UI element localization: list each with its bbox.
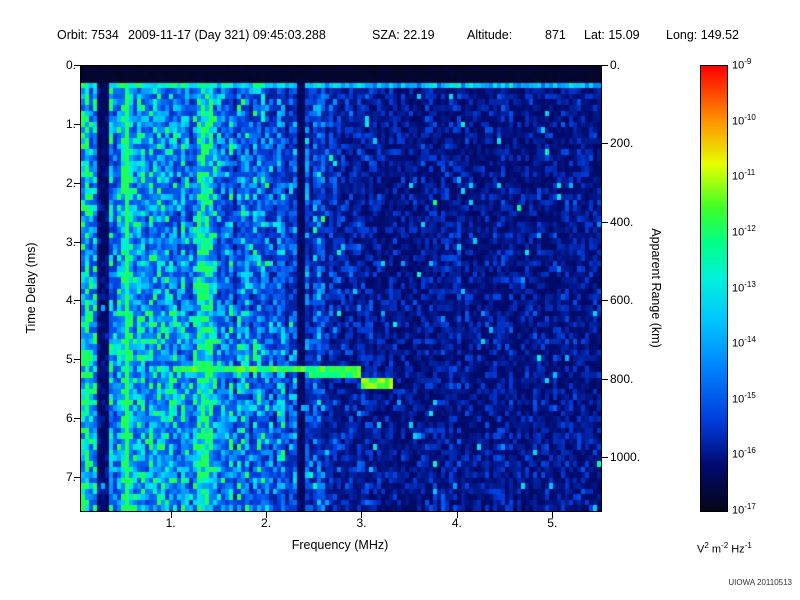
long-value: 149.52 [700,28,739,42]
y-right-tick-mark [602,300,608,302]
spectrogram-canvas [81,66,601,511]
x-axis-label: Frequency (MHz) [291,538,389,552]
lat-label: Lat: [584,28,605,42]
y-right-tick-label: 1000. [610,450,641,465]
y-right-tick-label: 200. [610,136,634,151]
y-left-tick-mark [74,477,80,479]
y-left-tick-label: 0. [65,58,76,72]
y-right-tick-label: 600. [610,293,634,308]
datetime-field: 2009-11-17 (Day 321) 09:45:03.288 [128,28,326,42]
sza-field: SZA: 22.19 [372,28,435,42]
y-right-tick-mark [602,221,608,223]
orbit-value: 7534 [91,28,119,42]
colorbar-tick-label: 10-15 [732,390,756,406]
lat-field: Lat: 15.09 [584,28,640,42]
y-right-tick-mark [602,378,608,380]
sza-value: 22.19 [403,28,435,42]
y-left-tick-mark [74,359,80,361]
x-tick-label: 5. [547,516,558,530]
altitude-label: Altitude: [467,28,513,42]
y-right-tick-mark [602,143,608,145]
header-info: Orbit: 7534 2009-11-17 (Day 321) 09:45:0… [0,28,800,44]
y-left-tick-label: 6. [65,411,76,426]
x-tick-mark [170,512,172,518]
y-right-tick-label: 0. [610,58,621,72]
colorbar-tick-label: 10-14 [732,335,756,350]
lat-value: 15.09 [608,28,640,42]
y-left-tick-label: 4. [65,293,76,308]
orbit-field: Orbit: 7534 [57,28,119,42]
x-tick-label: 2. [261,516,272,530]
colorbar-tick-label: 10-16 [732,446,756,462]
y-left-tick-label: 2. [65,175,76,190]
x-tick-mark [266,512,268,518]
orbit-label: Orbit: [57,28,88,42]
altitude-value: 871 [545,28,566,42]
colorbar-tick-label: 10-10 [732,112,756,128]
x-tick-mark [456,512,458,518]
y-left-tick-mark [74,418,80,420]
y-right-tick-mark [602,457,608,459]
y-left-tick-label: 3. [65,234,76,249]
y-left-tick-mark [74,123,80,125]
x-tick-mark [361,512,363,518]
y-left-tick-mark [74,241,80,243]
colorbar-canvas [701,66,727,511]
x-tick-label: 4. [451,516,462,530]
colorbar-tick-label: 10-12 [732,223,756,239]
colorbar-tick-label: 10-9 [732,57,752,72]
y-left-tick-mark [74,65,80,66]
y-right-tick-mark [602,65,608,66]
colorbar [700,65,728,512]
colorbar-tick-label: 10-13 [732,279,756,295]
y-axis-label-right: Apparent Range (km) [649,228,663,348]
spectrogram-plot [80,65,602,512]
y-right-tick-label: 800. [610,371,634,386]
colorbar-tick-label: 10-17 [732,502,756,517]
watermark: UIOWA 20110513 [728,578,792,587]
y-left-tick-mark [74,182,80,184]
long-field: Long: 149.52 [666,28,739,42]
colorbar-tick-label: 10-11 [732,168,756,183]
colorbar-units: V2 m-2 Hz-1 [697,541,752,556]
long-label: Long: [666,28,698,42]
x-tick-mark [552,512,554,518]
x-tick-label: 1. [165,516,176,530]
y-left-tick-label: 1. [65,116,76,131]
y-left-tick-label: 7. [65,470,76,485]
y-axis-label-left: Time Delay (ms) [24,242,38,334]
y-left-tick-label: 5. [65,352,76,367]
y-left-tick-mark [74,300,80,302]
y-right-tick-label: 400. [610,214,634,229]
sza-label: SZA: [372,28,400,42]
x-tick-label: 3. [356,516,367,530]
